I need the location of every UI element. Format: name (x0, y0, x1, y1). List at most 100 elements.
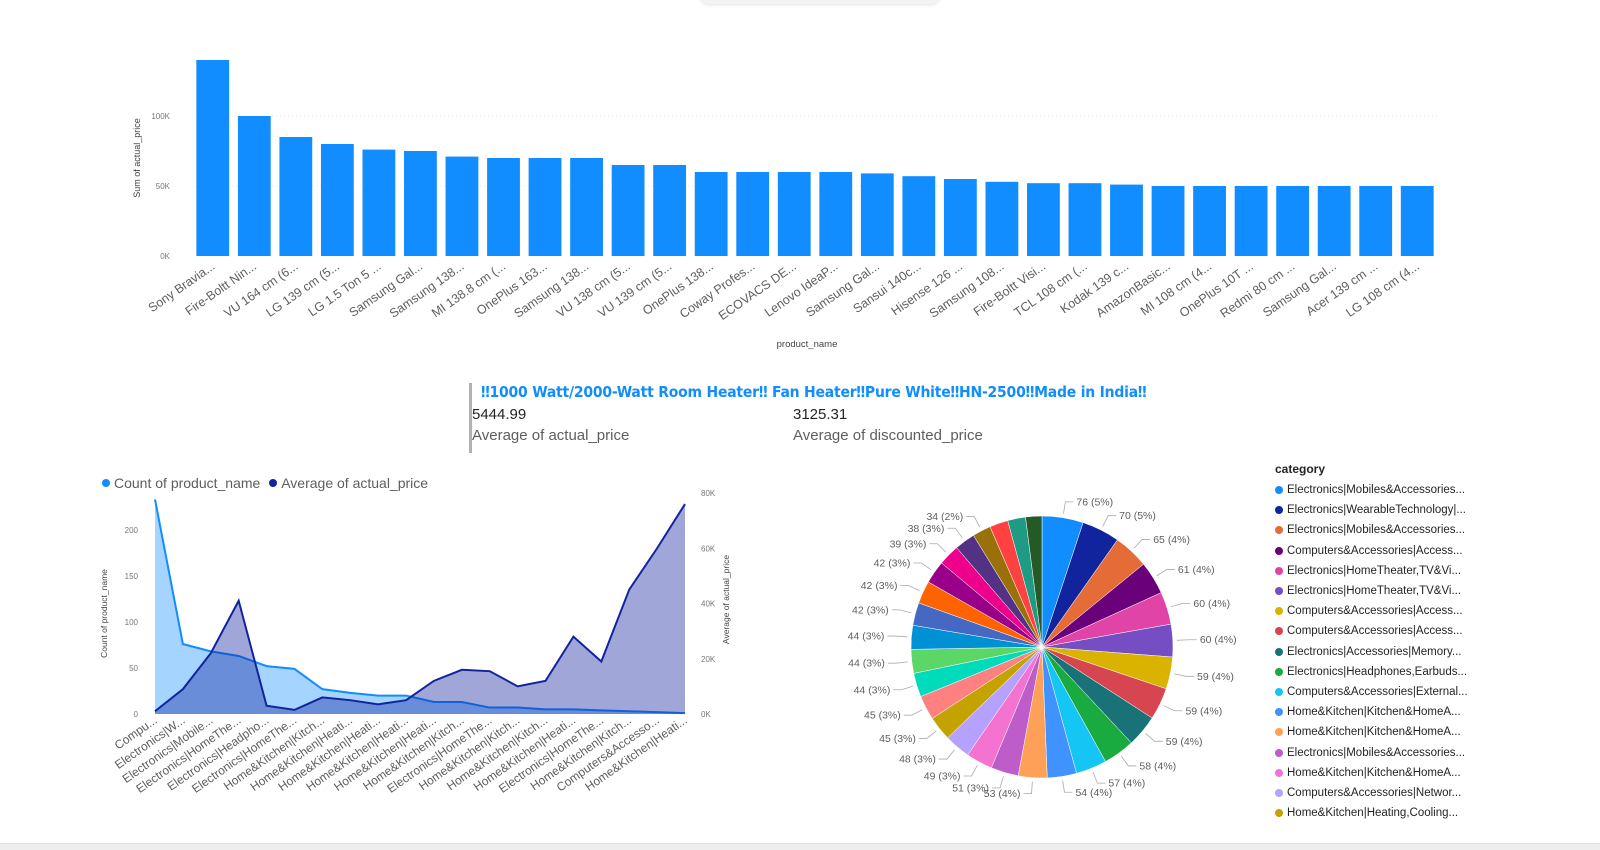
pie-legend-item[interactable]: Home&Kitchen|Kitchen&HomeA... (1275, 702, 1595, 722)
pie-legend-label: Electronics|Mobiles&Accessories... (1287, 524, 1465, 536)
pie-data-label: 58 (4%) (1139, 760, 1176, 772)
bar[interactable] (196, 60, 229, 256)
x-tick-label: Samsung Gal... (347, 259, 426, 320)
bar[interactable] (695, 172, 728, 256)
pie-legend-item[interactable]: Home&Kitchen|Heating,Cooling... (1275, 803, 1595, 823)
pie-data-label: 34 (2%) (926, 511, 963, 523)
pie-leader-line (1177, 640, 1197, 641)
bar[interactable] (1401, 186, 1434, 256)
product-card[interactable]: ‼1000 Watt/2000-Watt Room Heater‼ Fan He… (469, 383, 1192, 453)
bar[interactable] (446, 157, 479, 256)
pie-legend-label: Electronics|Headphones,Earbuds... (1287, 666, 1467, 678)
bar[interactable] (861, 173, 894, 256)
pie-legend-item[interactable]: Electronics|HomeTheater,TV&Vi... (1275, 561, 1595, 581)
pie-leader-line (1063, 502, 1073, 514)
bar[interactable] (1235, 186, 1268, 256)
pie-legend: category Electronics|Mobiles&Accessories… (1275, 462, 1595, 823)
pie-leader-line (966, 517, 980, 528)
pie-data-label: 76 (5%) (1076, 496, 1113, 508)
pie-legend-label: Computers&Accessories|Access... (1287, 605, 1463, 617)
pie-legend-item[interactable]: Computers&Accessories|External... (1275, 682, 1595, 702)
pie-leader-line (1093, 772, 1106, 783)
bar[interactable] (1110, 185, 1143, 256)
pie-legend-item[interactable]: Electronics|WearableTechnology|... (1275, 500, 1595, 520)
legend-dot-icon (1275, 728, 1283, 736)
bar[interactable] (778, 172, 811, 256)
bar[interactable] (529, 158, 562, 256)
pie-data-label: 49 (3%) (924, 770, 961, 782)
combo-chart-count-and-average[interactable]: 0501001502000K20K40K60K80KCompu...Electr… (95, 485, 755, 820)
pie-legend-item[interactable]: Electronics|Headphones,Earbuds... (1275, 662, 1595, 682)
pie-legend-item[interactable]: Home&Kitchen|Kitchen&HomeA... (1275, 763, 1595, 783)
pie-legend-item[interactable]: Electronics|Mobiles&Accessories... (1275, 480, 1595, 500)
x-tick-label: Acer 139 cm ... (1304, 259, 1381, 319)
pie-data-label: 60 (4%) (1200, 634, 1237, 646)
pie-data-label: 44 (3%) (854, 684, 891, 696)
pie-legend-label: Computers&Accessories|External... (1287, 686, 1468, 698)
bar[interactable] (279, 137, 312, 256)
bar[interactable] (1318, 186, 1351, 256)
y-left-tick-label: 0 (134, 710, 139, 719)
pie-data-label: 45 (3%) (879, 733, 916, 745)
y-right-tick-label: 80K (701, 489, 716, 498)
bar[interactable] (1193, 186, 1226, 256)
pie-data-label: 54 (4%) (1075, 787, 1112, 799)
bar[interactable] (362, 150, 395, 256)
pie-leader-line (939, 750, 955, 759)
card-product-title: ‼1000 Watt/2000-Watt Room Heater‼ Fan He… (481, 383, 1146, 401)
bar[interactable] (944, 179, 977, 256)
pie-leader-line (1103, 516, 1116, 527)
y-left-tick-label: 200 (125, 526, 139, 535)
bar[interactable] (321, 144, 354, 256)
pie-legend-item[interactable]: Home&Kitchen|Kitchen&HomeA... (1275, 722, 1595, 742)
pie-legend-item[interactable]: Computers&Accessories|Access... (1275, 541, 1595, 561)
bar[interactable] (570, 158, 603, 256)
pie-chart-by-category[interactable]: 76 (5%)70 (5%)65 (4%)61 (4%)60 (4%)60 (4… (830, 485, 1250, 820)
legend-dot-icon (1275, 486, 1283, 494)
bar[interactable] (487, 158, 520, 256)
bar[interactable] (1152, 186, 1185, 256)
bar[interactable] (902, 176, 935, 256)
bar[interactable] (1276, 186, 1309, 256)
pie-data-label: 42 (3%) (874, 557, 911, 569)
bar[interactable] (612, 165, 645, 256)
bar[interactable] (736, 172, 769, 256)
y-tick-label: 100K (151, 112, 170, 121)
x-tick-label: Samsung Gal... (803, 259, 882, 320)
bar[interactable] (1027, 183, 1060, 256)
pie-legend-label: Electronics|WearableTechnology|... (1287, 504, 1466, 516)
pie-data-label: 65 (4%) (1153, 534, 1190, 546)
x-tick-label: LG 108 cm (4... (1343, 259, 1422, 320)
bar[interactable] (653, 165, 686, 256)
pie-legend-item[interactable]: Electronics|Accessories|Memory... (1275, 642, 1595, 662)
pie-legend-label: Electronics|HomeTheater,TV&Vi... (1287, 585, 1461, 597)
pie-legend-item[interactable]: Computers&Accessories|Access... (1275, 621, 1595, 641)
pie-legend-item[interactable]: Computers&Accessories|Networ... (1275, 783, 1595, 803)
legend-dot-icon (1275, 587, 1283, 595)
legend-dot-icon (1275, 607, 1283, 615)
bar[interactable] (985, 182, 1018, 256)
bar[interactable] (819, 172, 852, 256)
pie-data-label: 38 (3%) (908, 523, 945, 535)
bar[interactable] (238, 116, 271, 256)
bar[interactable] (1359, 186, 1392, 256)
pie-legend-label: Home&Kitchen|Kitchen&HomeA... (1287, 726, 1461, 738)
y-right-tick-label: 60K (701, 544, 716, 553)
pie-data-label: 42 (3%) (852, 604, 889, 616)
pie-data-label: 59 (4%) (1197, 671, 1234, 683)
pie-legend-item[interactable]: Electronics|HomeTheater,TV&Vi... (1275, 581, 1595, 601)
legend-dot-icon (1275, 526, 1283, 534)
y-right-tick-label: 40K (701, 600, 716, 609)
pie-data-label: 61 (4%) (1178, 564, 1215, 576)
pie-legend-item[interactable]: Computers&Accessories|Access... (1275, 601, 1595, 621)
bar[interactable] (404, 151, 437, 256)
pie-legend-item[interactable]: Electronics|Mobiles&Accessories... (1275, 520, 1595, 540)
pie-legend-label: Home&Kitchen|Kitchen&HomeA... (1287, 706, 1461, 718)
bar[interactable] (1069, 183, 1102, 256)
legend-dot-icon (1275, 769, 1283, 777)
legend-dot-icon (1275, 708, 1283, 716)
y-left-axis-title: Count of product_name (99, 569, 109, 658)
pie-legend-item[interactable]: Electronics|Mobiles&Accessories... (1275, 742, 1595, 762)
pie-legend-label: Home&Kitchen|Kitchen&HomeA... (1287, 767, 1461, 779)
